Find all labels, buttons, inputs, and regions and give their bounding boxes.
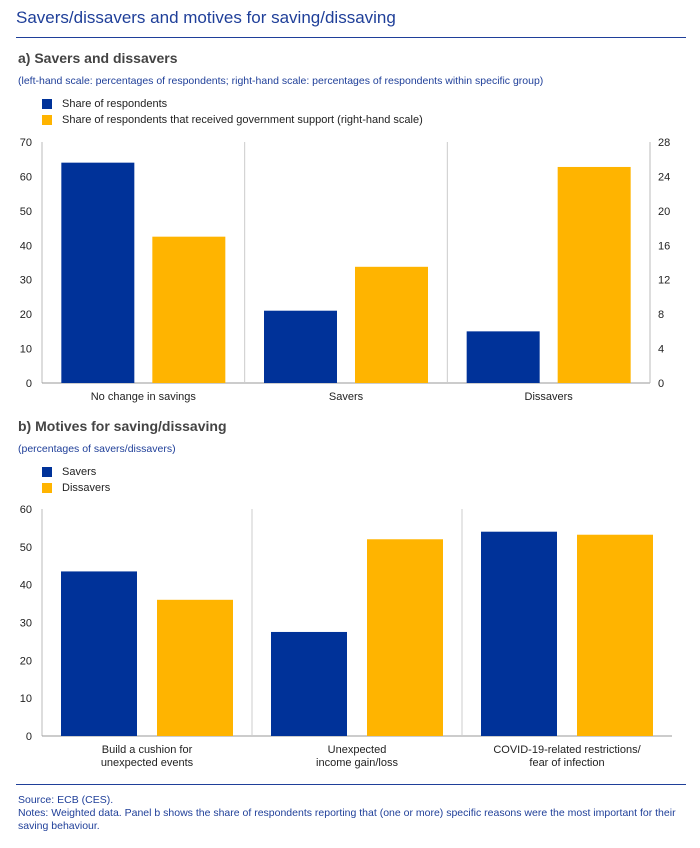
bar-yellow (557, 166, 631, 383)
y-tick-label: 0 (26, 378, 32, 390)
y2-tick-label: 8 (658, 309, 664, 321)
y-tick-label: 0 (26, 731, 32, 743)
y2-tick-label: 20 (658, 206, 670, 218)
panel-b-subtitle: (percentages of savers/dissavers) (18, 443, 176, 455)
bar-blue (61, 162, 135, 383)
legend-swatch-blue (42, 99, 52, 109)
y-tick-label: 10 (20, 693, 32, 705)
legend-swatch-yellow (42, 115, 52, 125)
y2-tick-label: 0 (658, 378, 664, 390)
legend-swatch-blue (42, 467, 52, 477)
bar-blue (481, 531, 557, 736)
y-tick-label: 50 (20, 542, 32, 554)
panel-a-subtitle: (left-hand scale: percentages of respond… (18, 75, 544, 87)
panel-b-title: b) Motives for saving/dissaving (18, 418, 227, 434)
x-tick-label: income gain/loss (316, 757, 398, 769)
x-tick-label: fear of infection (529, 757, 604, 769)
page-title: Savers/dissavers and motives for saving/… (16, 8, 396, 27)
y-tick-label: 20 (20, 309, 32, 321)
x-tick-label: unexpected events (101, 757, 194, 769)
y-tick-label: 50 (20, 206, 32, 218)
y2-tick-label: 16 (658, 240, 670, 252)
y-tick-label: 20 (20, 655, 32, 667)
bar-yellow (157, 599, 233, 736)
x-tick-label: COVID-19-related restrictions/ (493, 744, 641, 756)
bar-blue (466, 331, 540, 383)
x-tick-label: No change in savings (91, 391, 197, 403)
panel-b-legend-item-2: Dissavers (42, 482, 110, 494)
bar-yellow (577, 534, 653, 736)
panel-a-title: a) Savers and dissavers (18, 50, 178, 66)
y2-tick-label: 24 (658, 171, 670, 183)
x-tick-label: Build a cushion for (102, 744, 193, 756)
panel-b-chart: 0 10 20 30 40 50 60 Build a cushion forunexpect… (20, 504, 672, 769)
y-tick-label: 40 (20, 240, 32, 252)
y-tick-label: 60 (20, 504, 32, 516)
footer-divider (16, 784, 686, 785)
notes-text: Notes: Weighted data. Panel b shows the … (18, 807, 676, 832)
y-tick-label: 60 (20, 171, 32, 183)
x-tick-label: Dissavers (525, 391, 574, 403)
source-text: Source: ECB (CES). (18, 794, 114, 806)
legend-label: Share of respondents that received gover… (62, 114, 423, 126)
legend-label: Share of respondents (62, 98, 168, 110)
panel-a-legend-item-2: Share of respondents that received gover… (42, 114, 423, 126)
bar-yellow (367, 539, 443, 736)
bar-blue (264, 310, 337, 383)
y2-tick-label: 28 (658, 137, 670, 149)
y-tick-label: 40 (20, 580, 32, 592)
legend-label: Dissavers (62, 482, 111, 494)
panel-a-chart: 0 10 20 30 40 50 60 70 0 4 8 12 16 20 24 28 No change in… (20, 137, 671, 403)
bar-yellow (355, 266, 428, 383)
x-tick-label: Unexpected (328, 744, 387, 756)
bar-blue (61, 571, 137, 736)
y2-tick-label: 12 (658, 275, 670, 287)
y-tick-label: 30 (20, 618, 32, 630)
footnotes: Source: ECB (CES). Notes: Weighted data.… (18, 794, 688, 833)
legend-swatch-yellow (42, 483, 52, 493)
title-divider (16, 37, 686, 38)
y2-tick-label: 4 (658, 344, 664, 356)
y-tick-label: 10 (20, 344, 32, 356)
bar-yellow (152, 236, 226, 383)
y-tick-label: 70 (20, 137, 32, 149)
y-tick-label: 30 (20, 275, 32, 287)
legend-label: Savers (62, 466, 97, 478)
bar-blue (271, 631, 347, 736)
panel-b-legend-item-1: Savers (42, 466, 96, 478)
x-tick-label: Savers (329, 391, 364, 403)
panel-a-legend-item-1: Share of respondents (42, 98, 167, 110)
